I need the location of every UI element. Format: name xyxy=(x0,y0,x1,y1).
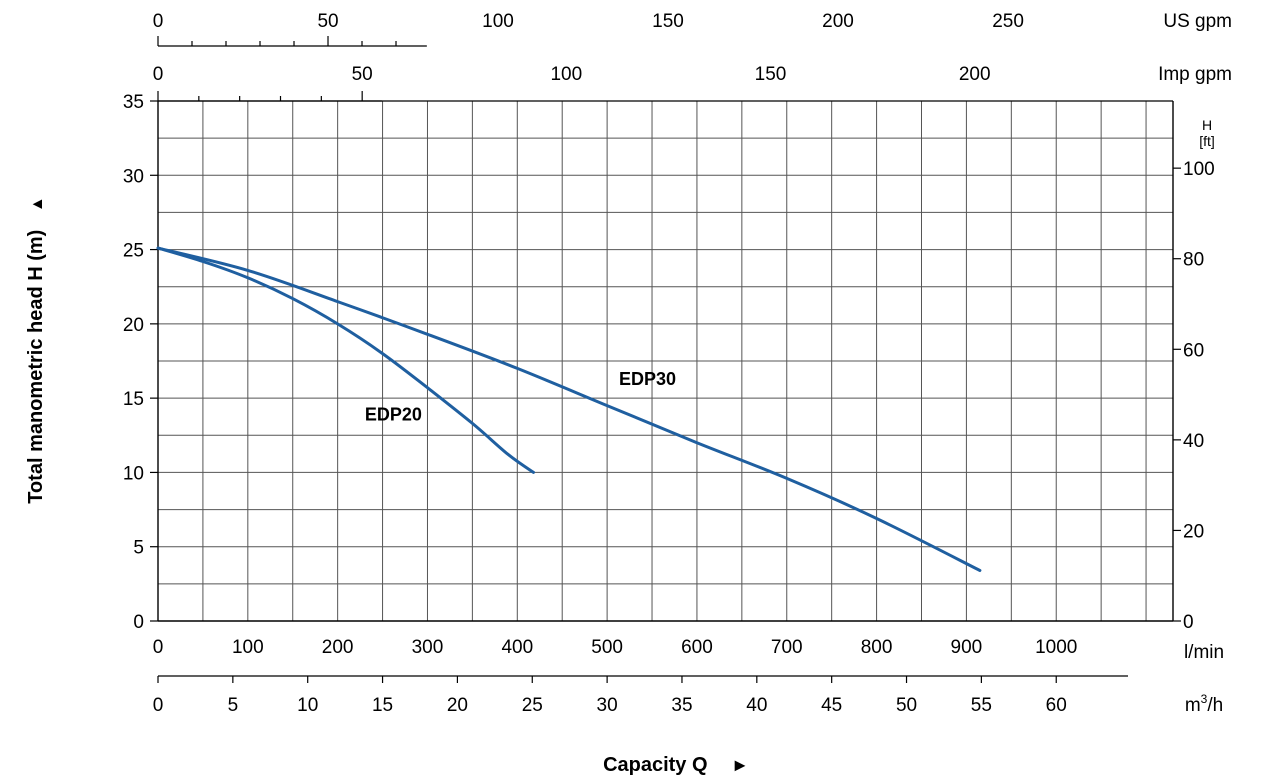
curve-label-edp20: EDP20 xyxy=(365,404,422,424)
y-right-tick-label: 60 xyxy=(1183,340,1204,361)
y-right-unit-bottom: [ft] xyxy=(1199,133,1215,149)
y-left-tick-label: 15 xyxy=(123,389,144,410)
y-right-unit-top: H xyxy=(1202,117,1212,133)
y-left-tick-label: 30 xyxy=(123,166,144,187)
axis-titles: Total manometric head H (m) ▲ Capacity Q… xyxy=(25,196,749,776)
x-lmin-tick-label: 200 xyxy=(322,637,354,658)
x-us-gpm-tick-label: 200 xyxy=(822,11,854,32)
y-left-tick-label: 35 xyxy=(123,92,144,113)
x-m3h-unit-tail: /h xyxy=(1207,695,1223,716)
curve-label-edp30: EDP30 xyxy=(619,369,676,389)
x-m3h-tick-label: 15 xyxy=(372,695,393,716)
y-right-tick-label: 80 xyxy=(1183,250,1204,271)
y-right-tick-label: 40 xyxy=(1183,431,1204,452)
x-m3h-tick-label: 35 xyxy=(671,695,692,716)
x-lmin-tick-label: 300 xyxy=(412,637,444,658)
x-m3h-tick-label: 25 xyxy=(522,695,543,716)
x-imp-gpm-tick-label: 150 xyxy=(755,64,787,85)
x-imp-gpm-tick-label: 200 xyxy=(959,64,991,85)
x-axis-title-text: Capacity Q xyxy=(603,754,707,776)
x-lmin-tick-label: 0 xyxy=(153,637,164,658)
x-us-gpm-tick-label: 250 xyxy=(992,11,1024,32)
curve-edp30 xyxy=(156,246,982,572)
x-m3h-tick-label: 0 xyxy=(153,695,164,716)
x-lmin-tick-label: 500 xyxy=(591,637,623,658)
x-imp-gpm-tick-label: 50 xyxy=(352,64,373,85)
x-lmin-tick-label: 100 xyxy=(232,637,264,658)
x-lmin-unit: l/min xyxy=(1184,642,1224,663)
x-lmin-tick-label: 600 xyxy=(681,637,713,658)
x-m3h-tick-label: 60 xyxy=(1046,695,1067,716)
x-lmin-tick-label: 800 xyxy=(861,637,893,658)
x-lmin-tick-label: 400 xyxy=(501,637,533,658)
x-imp-gpm-tick-label: 100 xyxy=(550,64,582,85)
x-us-gpm-tick-label: 50 xyxy=(317,11,338,32)
x-imp-gpm-tick-label: 0 xyxy=(153,64,164,85)
x-axis-arrow: ► xyxy=(731,755,749,775)
x-us-gpm-tick-label: 150 xyxy=(652,11,684,32)
x-m3h-tick-label: 55 xyxy=(971,695,992,716)
y-right-tick-label: 0 xyxy=(1183,612,1194,633)
y-left-tick-label: 5 xyxy=(133,538,144,559)
y-left-tick-label: 0 xyxy=(133,612,144,633)
x-lmin-tick-label: 1000 xyxy=(1035,637,1077,658)
y-left-tick-label: 10 xyxy=(123,463,144,484)
curves: EDP20 EDP30 xyxy=(156,246,982,572)
y-axis-arrow: ▲ xyxy=(29,196,46,212)
x-m3h-unit: m3/h xyxy=(1185,692,1223,716)
y-left-tick-label: 20 xyxy=(123,315,144,336)
x-us-gpm-tick-label: 100 xyxy=(482,11,514,32)
x-axis-title: Capacity Q ► xyxy=(603,754,749,776)
y-right-tick-label: 100 xyxy=(1183,159,1215,180)
x-m3h-unit-base: m xyxy=(1185,695,1201,716)
x-m3h-tick-label: 30 xyxy=(597,695,618,716)
x-us-gpm-tick-label: 0 xyxy=(153,11,164,32)
y-left-tick-label: 25 xyxy=(123,241,144,262)
y-axis-title: Total manometric head H (m) ▲ xyxy=(25,196,47,504)
x-m3h-tick-label: 5 xyxy=(228,695,239,716)
x-m3h-tick-label: 10 xyxy=(297,695,318,716)
grid xyxy=(158,101,1173,621)
curve-edp20 xyxy=(156,246,535,474)
x-m3h-tick-label: 40 xyxy=(746,695,767,716)
x-m3h-tick-label: 45 xyxy=(821,695,842,716)
y-right-tick-label: 20 xyxy=(1183,521,1204,542)
x-lmin-tick-label: 900 xyxy=(951,637,983,658)
x-us-gpm-unit: US gpm xyxy=(1163,11,1232,32)
x-m3h-tick-label: 20 xyxy=(447,695,468,716)
y-axis-title-text: Total manometric head H (m) xyxy=(25,230,47,504)
x-m3h-tick-label: 50 xyxy=(896,695,917,716)
axes xyxy=(150,36,1181,683)
x-imp-gpm-unit: Imp gpm xyxy=(1158,64,1232,85)
x-lmin-tick-label: 700 xyxy=(771,637,803,658)
x-m3h-unit-sup: 3 xyxy=(1201,692,1208,706)
